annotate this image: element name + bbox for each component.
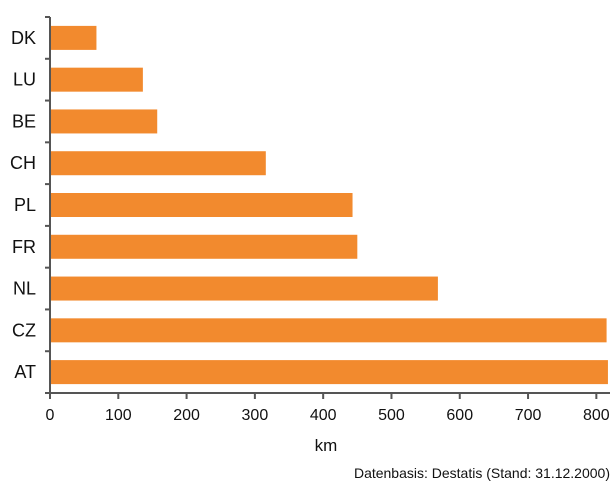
source-note: Datenbasis: Destatis (Stand: 31.12.2000)	[354, 465, 610, 481]
x-tick-label-100: 100	[105, 407, 132, 424]
x-tick-label-0: 0	[46, 407, 55, 424]
bar-cz	[51, 318, 607, 343]
x-tick-label-500: 500	[378, 407, 405, 424]
x-tick-label-600: 600	[446, 407, 473, 424]
x-axis-title: km	[315, 436, 338, 455]
axes-group	[45, 16, 610, 399]
bar-be	[51, 109, 158, 134]
bar-ch	[51, 151, 266, 176]
x-tick-labels: 0 100 200 300 400 500 600 700 800	[46, 407, 610, 424]
bar-nl	[51, 276, 438, 301]
category-label-fr: FR	[12, 237, 36, 257]
bar-fr	[51, 234, 358, 259]
category-labels: DK LU BE CH PL FR NL CZ AT	[10, 28, 36, 382]
bar-lu	[51, 67, 143, 92]
bars-group	[51, 25, 608, 385]
bar-at	[51, 360, 608, 385]
category-label-be: BE	[12, 111, 36, 131]
x-tick-label-700: 700	[515, 407, 542, 424]
category-label-cz: CZ	[12, 320, 36, 340]
x-tick-label-300: 300	[242, 407, 269, 424]
category-label-ch: CH	[10, 153, 36, 173]
category-label-dk: DK	[11, 28, 36, 48]
category-label-lu: LU	[13, 70, 36, 90]
x-tick-label-400: 400	[310, 407, 337, 424]
category-label-at: AT	[14, 362, 36, 382]
category-label-nl: NL	[13, 279, 36, 299]
category-label-pl: PL	[14, 195, 36, 215]
x-tick-label-200: 200	[173, 407, 200, 424]
bar-dk	[51, 25, 97, 50]
x-tick-label-800: 800	[583, 407, 610, 424]
bar-pl	[51, 193, 353, 217]
